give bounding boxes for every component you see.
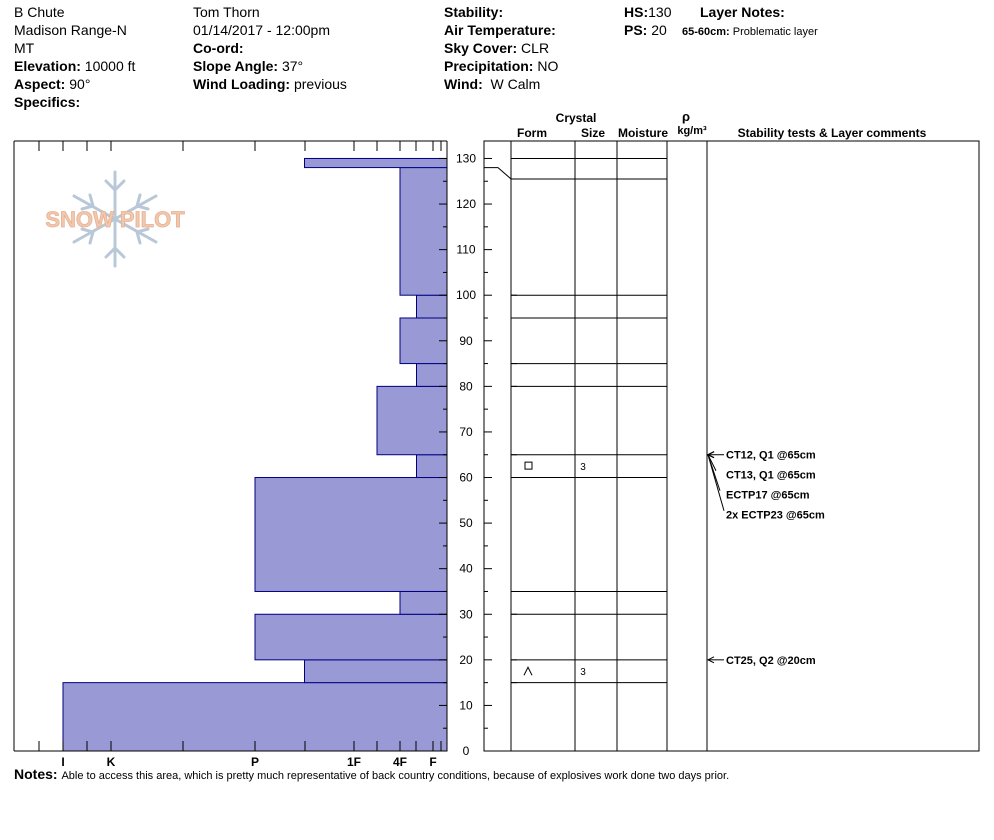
hs-value: 130	[648, 4, 672, 20]
depth-tick-label: 90	[459, 334, 473, 348]
depth-tick-label: 120	[456, 197, 476, 211]
depth-tick-label: 50	[459, 516, 473, 530]
stability-header: Stability tests & Layer comments	[738, 126, 927, 140]
hardness-tick-label: 4F	[393, 755, 407, 769]
slope-value: 37°	[281, 58, 304, 74]
precip-label: Precipitation:	[444, 58, 534, 74]
depth-tick-label: 80	[459, 379, 473, 393]
depth-tick-label: 130	[456, 151, 476, 165]
hs-row: HS:130	[624, 4, 671, 21]
aspect-value: 90°	[69, 76, 91, 92]
precip-value: NO	[537, 58, 559, 74]
hardness-bar	[376, 385, 448, 456]
layer-note-range: 65-60cm:	[682, 26, 730, 38]
logo-text: SNOW PILOT	[45, 207, 185, 232]
sky-cover-value: CLR	[521, 40, 550, 56]
depth-tick-label: 70	[459, 425, 473, 439]
density-symbol: ρ	[682, 109, 690, 124]
hardness-bar	[416, 454, 448, 479]
hardness-bar	[399, 167, 448, 296]
hardness-bar	[254, 613, 448, 661]
coord-label: Co-ord:	[193, 40, 244, 56]
faceted-crystal-icon	[524, 461, 533, 470]
depth-tick-label: 10	[459, 698, 473, 712]
ps-row: PS: 20	[624, 22, 667, 39]
hardness-bar	[399, 590, 448, 615]
depth-tick-label: 30	[459, 607, 473, 621]
hardness-bar	[416, 363, 448, 387]
hardness-tick-label: I	[61, 755, 64, 769]
wind-label: Wind:	[444, 76, 483, 92]
hardness-bar	[62, 682, 448, 752]
arrow-head-icon	[706, 656, 715, 664]
elevation-value: 10000 ft	[84, 58, 136, 74]
snowflake-icon	[72, 170, 158, 268]
layer-table-frame	[483, 140, 980, 752]
depth-tick-label: 60	[459, 471, 473, 485]
snow-profile-chart: SNOW PILOT I K P 1F 4F F 0 10 20 30 40 50 60 70 80 90 10…	[13, 109, 980, 769]
crystal-size: 3	[580, 462, 586, 473]
layer-notes-label: Layer Notes:	[700, 4, 785, 20]
notes-text: Able to access this area, which is prett…	[61, 770, 730, 782]
specifics-label: Specifics:	[14, 94, 81, 110]
notes-label: Notes:	[14, 766, 58, 782]
elevation-row: Elevation: 10000 ft	[14, 58, 135, 75]
moisture-header: Moisture	[618, 126, 668, 140]
hs-label: HS:	[624, 4, 649, 20]
stability-test-label: CT25, Q2 @20cm	[726, 655, 816, 667]
stability-test-label: CT12, Q1 @65cm	[726, 450, 816, 462]
ps-value: 20	[651, 22, 667, 38]
hardness-tick-label: 1F	[347, 755, 361, 769]
state: MT	[14, 40, 35, 56]
snowpilot-logo: SNOW PILOT	[45, 170, 186, 268]
density-unit: kg/m³	[677, 125, 707, 137]
depth-tick-label: 20	[459, 653, 473, 667]
hardness-bar	[416, 294, 448, 319]
air-temp-label: Air Temperature:	[444, 22, 556, 38]
layer-connector	[484, 167, 512, 180]
crystal-size: 3	[580, 667, 586, 678]
hardness-bar	[304, 157, 448, 169]
depth-tick-label: 0	[463, 744, 470, 758]
hardness-bar	[304, 659, 448, 684]
slope-label: Slope Angle:	[193, 58, 279, 74]
precip-row: Precipitation: NO	[444, 58, 558, 75]
stability-test-label: ECTP17 @65cm	[726, 490, 810, 502]
notes: Notes: Able to access this area, which i…	[14, 766, 729, 782]
aspect-label: Aspect:	[14, 76, 66, 92]
sky-cover-row: Sky Cover: CLR	[444, 40, 549, 57]
mountain-range: Madison Range-N	[14, 22, 127, 38]
hardness-tick-label: F	[429, 755, 436, 769]
wind-loading-label: Wind Loading:	[193, 76, 291, 92]
depth-hoar-icon	[523, 666, 533, 676]
location-name: B Chute	[14, 4, 65, 20]
depth-tick-label: 100	[456, 288, 476, 302]
crystal-header: Crystal	[556, 111, 597, 125]
layer-note: 65-60cm: Problematic layer	[682, 24, 818, 41]
stability-test-label: 2x ECTP23 @65cm	[726, 510, 825, 522]
hardness-tick-label: K	[107, 755, 116, 769]
size-header: Size	[581, 126, 605, 140]
form-header: Form	[517, 126, 547, 140]
wind-loading-value: previous	[293, 76, 347, 92]
hardness-tick-label: P	[251, 755, 259, 769]
slope-row: Slope Angle: 37°	[193, 58, 303, 75]
observer-name: Tom Thorn	[193, 4, 260, 20]
sky-cover-label: Sky Cover:	[444, 40, 518, 56]
hardness-bar	[254, 477, 448, 592]
wind-loading-row: Wind Loading: previous	[193, 76, 347, 93]
wind-value: W Calm	[490, 76, 541, 92]
wind-row: Wind: W Calm	[444, 76, 540, 93]
stability-label: Stability:	[444, 4, 504, 20]
depth-tick-label: 40	[459, 562, 473, 576]
layer-note-text: Problematic layer	[732, 26, 818, 38]
stability-test-arrow	[707, 454, 725, 511]
ps-label: PS:	[624, 22, 648, 38]
aspect-row: Aspect: 90°	[14, 76, 90, 93]
observation-datetime: 01/14/2017 - 12:00pm	[193, 22, 330, 38]
stability-test-label: CT13, Q1 @65cm	[726, 470, 816, 482]
arrow-head-icon	[706, 451, 715, 459]
depth-tick-label: 110	[456, 243, 475, 257]
elevation-label: Elevation:	[14, 58, 81, 74]
